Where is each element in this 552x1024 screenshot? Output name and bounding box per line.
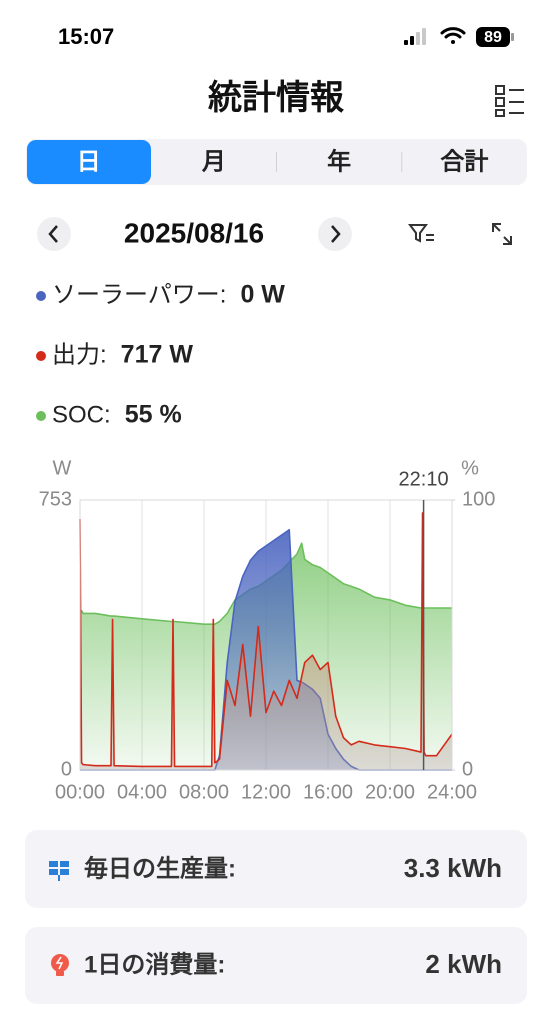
summary-label: 毎日の生産量: [84,855,236,882]
legend-value: 55 % [125,401,182,429]
list-icon[interactable] [495,85,524,117]
tab-selected[interactable] [27,140,151,184]
y-tick-label: 0 [61,758,72,780]
tab-label[interactable]: 合計 [440,148,488,175]
x-tick-label: 12:00 [241,781,291,803]
plot-frame [79,499,453,771]
y-tick-label: 753 [39,488,72,510]
legend-dot [36,351,46,361]
x-tick-label: 16:00 [303,781,353,803]
battery-cap [511,33,514,41]
tab-label[interactable]: 日 [77,148,101,175]
summary-card [25,927,527,1004]
y2-tick-label: 0 [462,758,473,780]
prev-button[interactable] [37,217,71,251]
y2-tick-label: 100 [462,488,495,510]
summary-value: 3.3 kWh [404,853,502,883]
legend-value: 717 W [121,341,194,369]
filter-icon[interactable] [408,224,434,243]
legend-value: 0 W [240,281,285,309]
legend-label: SOC: [52,401,111,428]
series-line [79,512,453,768]
prev-chevron [48,225,58,243]
tab-label[interactable]: 月 [201,148,226,175]
battery-icon [476,27,510,47]
solar-icon [49,861,69,881]
x-tick-label: 24:00 [427,781,477,803]
status-time: 15:07 [58,24,114,49]
battery-level: 89 [484,29,502,46]
expand-icon[interactable] [492,223,512,245]
legend-label: 出力: [52,341,107,368]
cursor-label: 22:10 [399,468,449,490]
bulb-icon [51,954,69,976]
next-chevron [331,225,341,243]
legend-dot [36,291,46,301]
summary-value: 2 kWh [425,949,502,979]
x-tick-label: 04:00 [117,781,167,803]
date-label: 2025/08/16 [124,217,264,248]
series-area [80,512,452,770]
x-tick-label: 00:00 [55,781,105,803]
summary-card [25,830,527,908]
y-axis-title: W [53,457,72,479]
wifi-icon [440,27,466,44]
y2-axis-title: % [461,457,479,479]
summary-label: 1日の消費量: [84,951,225,978]
x-tick-label: 08:00 [179,781,229,803]
signal-icon [404,28,426,45]
legend-label: ソーラーパワー: [52,281,226,308]
page-title: 統計情報 [208,79,345,117]
series-area [80,529,452,770]
tab-label[interactable]: 年 [327,147,351,175]
next-button[interactable] [318,217,352,251]
x-tick-label: 20:00 [365,781,415,803]
legend-dot [36,411,46,421]
